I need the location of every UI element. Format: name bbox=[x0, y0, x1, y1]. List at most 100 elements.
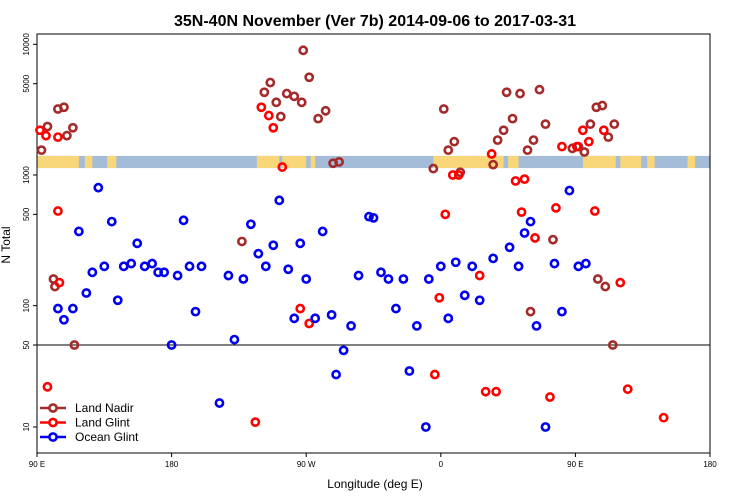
land-nadir-point bbox=[522, 145, 533, 156]
land-nadir-point bbox=[62, 130, 72, 141]
ocean-glint-point bbox=[346, 321, 356, 331]
land-nadir-point bbox=[289, 91, 300, 102]
band-land-segment bbox=[647, 155, 655, 169]
land-nadir-point bbox=[428, 163, 439, 174]
land-nadir-point bbox=[443, 145, 454, 156]
ocean-glint-point bbox=[238, 274, 249, 284]
land-nadir-point bbox=[609, 119, 620, 130]
land-nadir-point bbox=[585, 119, 596, 130]
land-nadir-point bbox=[515, 88, 525, 99]
ocean-glint-point bbox=[383, 274, 394, 284]
ocean-glint-point bbox=[423, 274, 434, 284]
ocean-glint-point bbox=[331, 369, 342, 380]
ocean-glint-point bbox=[580, 258, 591, 269]
ocean-glint-point bbox=[184, 261, 195, 272]
x-tick-label: 90 E bbox=[29, 460, 45, 469]
ocean-glint-point bbox=[326, 309, 337, 320]
land-glint-point bbox=[295, 303, 306, 314]
ocean-glint-point bbox=[166, 340, 177, 350]
land-nadir-point bbox=[492, 135, 503, 145]
land-nadir-point bbox=[59, 102, 69, 113]
land-nadir-point bbox=[259, 87, 270, 98]
ocean-glint-point bbox=[81, 288, 92, 298]
ocean-glint-point bbox=[404, 366, 415, 376]
band-land-segment bbox=[256, 155, 280, 169]
ocean-glint-point bbox=[540, 422, 551, 432]
ocean-glint-point bbox=[391, 303, 401, 314]
band-land-segment bbox=[37, 155, 79, 169]
land-nadir-point bbox=[67, 122, 78, 133]
ocean-glint-point bbox=[353, 270, 364, 281]
land-nadir-point bbox=[265, 77, 276, 88]
land-nadir-point bbox=[296, 97, 307, 108]
land-glint-point bbox=[268, 122, 279, 133]
land-nadir-point bbox=[603, 132, 614, 143]
y-tick-label: 5000 bbox=[22, 74, 31, 92]
x-tick-label: 0 bbox=[439, 460, 444, 469]
x-axis-label: Longitude (deg E) bbox=[327, 477, 422, 491]
ocean-glint-point bbox=[519, 228, 530, 238]
ocean-glint-point bbox=[420, 422, 431, 432]
ocean-glint-point bbox=[459, 290, 470, 301]
land-glint-point bbox=[429, 369, 440, 380]
land-glint-point bbox=[622, 384, 633, 395]
land-nadir-point bbox=[579, 147, 590, 157]
land-glint-point bbox=[658, 412, 669, 423]
land-nadir-point bbox=[528, 135, 539, 145]
ocean-glint-point bbox=[467, 261, 478, 272]
land-nadir-point bbox=[281, 88, 292, 99]
ocean-glint-point bbox=[295, 238, 306, 249]
y-tick-label: 1000 bbox=[22, 166, 31, 184]
land-nadir-point bbox=[449, 136, 460, 147]
ocean-glint-point bbox=[59, 314, 69, 325]
plot-frame bbox=[36, 33, 711, 454]
ocean-glint-point bbox=[531, 321, 542, 331]
legend-label: Land Glint bbox=[75, 416, 130, 430]
band-land-segment bbox=[310, 155, 316, 169]
ocean-glint-point bbox=[268, 240, 279, 251]
ocean-glint-point bbox=[364, 211, 374, 222]
ocean-glint-point bbox=[398, 274, 409, 284]
land-nadir-point bbox=[236, 236, 247, 247]
ocean-glint-point bbox=[474, 295, 485, 306]
axis-ticks: 90 E 180 90 W 0 90 E 180 50 100 500 1000 5000 10000… bbox=[22, 33, 717, 469]
ocean-glint-point bbox=[196, 261, 207, 272]
land-glint-point bbox=[510, 176, 521, 186]
ocean-glint-point bbox=[118, 261, 129, 272]
ocean-glint-point bbox=[112, 295, 123, 306]
land-glint-point bbox=[551, 203, 561, 213]
y-tick-label: 500 bbox=[22, 207, 31, 221]
land-glint-point bbox=[35, 125, 45, 136]
land-nadir-point bbox=[498, 125, 509, 136]
land-nadir-point bbox=[600, 281, 611, 292]
ocean-glint-point bbox=[573, 261, 584, 272]
ocean-glint-point bbox=[106, 216, 117, 227]
land-glint-point bbox=[434, 292, 445, 303]
ocean-glint-point bbox=[504, 242, 515, 253]
land-nadir-point bbox=[534, 84, 545, 95]
land-nadir-point bbox=[525, 306, 536, 317]
x-tick-label: 90 E bbox=[567, 460, 583, 469]
land-nadir-point bbox=[607, 340, 618, 350]
land-glint-point bbox=[598, 125, 609, 136]
ocean-glint-point bbox=[147, 258, 158, 269]
legend-marker bbox=[48, 417, 58, 428]
land-nadir-point bbox=[597, 100, 608, 111]
land-glint-point bbox=[571, 141, 582, 152]
land-glint-point bbox=[583, 136, 594, 147]
land-glint-point bbox=[453, 170, 464, 180]
ocean-glint-point bbox=[513, 261, 524, 272]
ocean-glint-point bbox=[253, 248, 264, 259]
band-land-segment bbox=[687, 155, 696, 169]
ocean-glint-point bbox=[214, 398, 225, 408]
ocean-glint-point bbox=[488, 253, 499, 264]
land-glint-point bbox=[486, 149, 497, 159]
ocean-glint-point bbox=[73, 226, 84, 237]
land-glint-point bbox=[54, 277, 65, 288]
land-glint-point bbox=[545, 392, 555, 402]
band-land-segment bbox=[582, 155, 616, 169]
ocean-glint-point bbox=[549, 258, 560, 269]
land-glint-point bbox=[491, 386, 502, 397]
land-nadir-point bbox=[69, 340, 80, 350]
ocean-glint-point bbox=[283, 264, 294, 275]
